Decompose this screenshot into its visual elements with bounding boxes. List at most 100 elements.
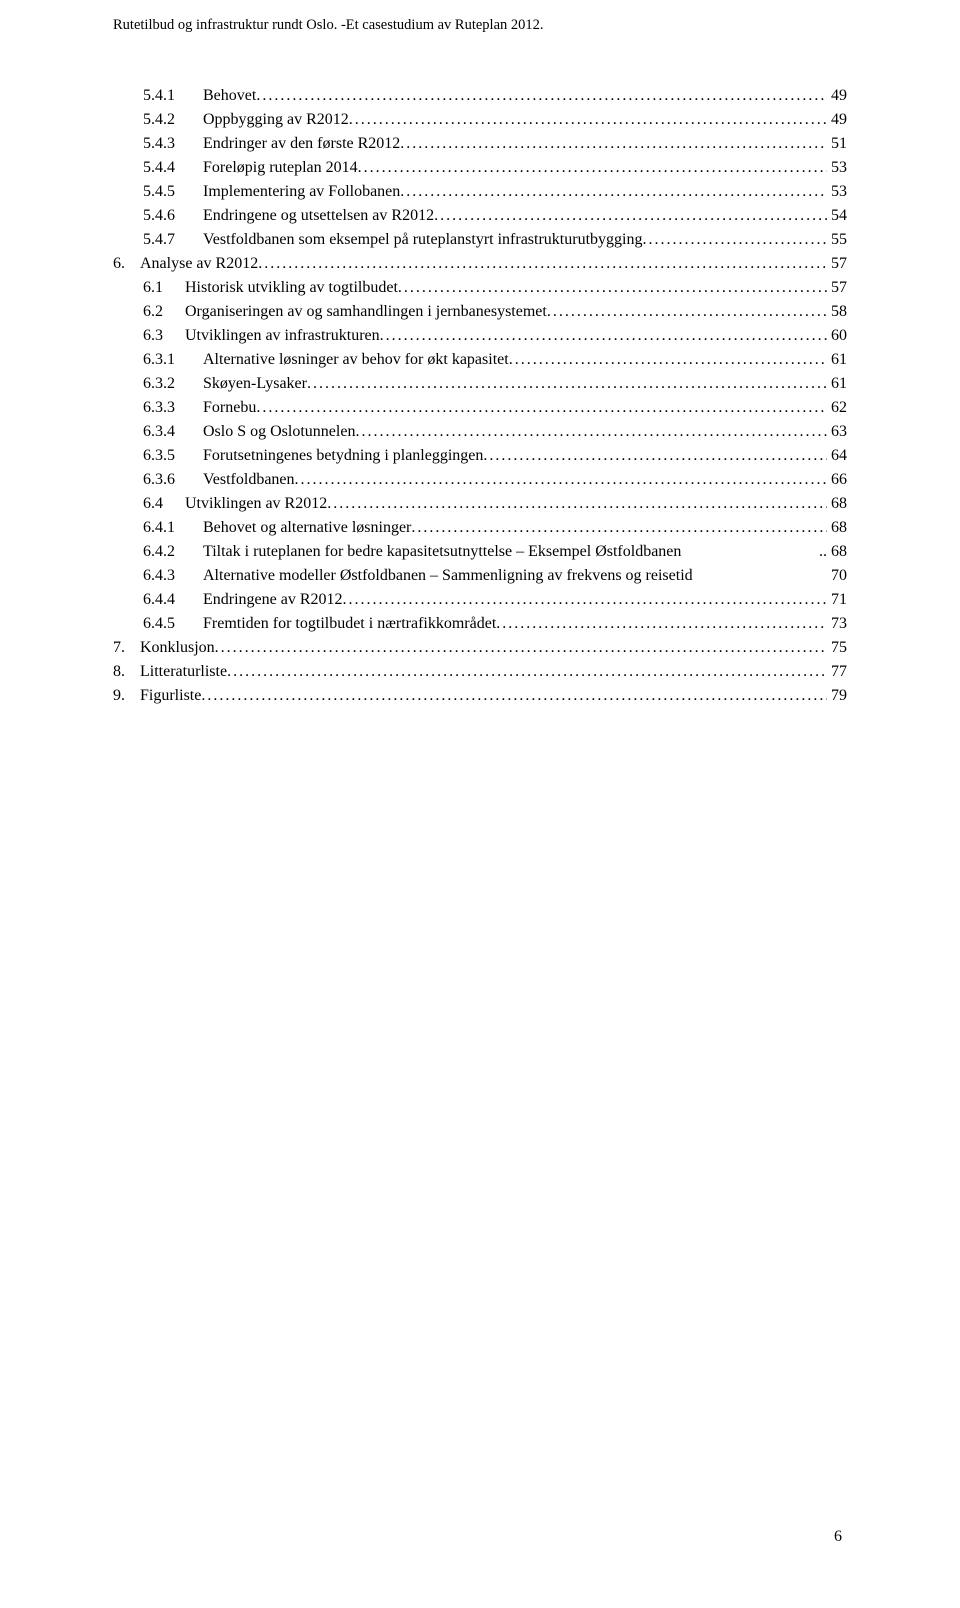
- toc-entry-page: 60: [827, 324, 847, 348]
- toc-leader-dots: ..: [819, 540, 827, 564]
- toc-entry-page: 70: [827, 564, 847, 588]
- toc-entry-label: Behovet og alternative løsninger: [203, 516, 411, 540]
- toc-entry-number: 6.: [113, 252, 140, 276]
- toc-entry-page: 57: [827, 276, 847, 300]
- toc-entry-number: 6.3.5: [143, 444, 203, 468]
- toc-entry: 7.Konklusjon75: [113, 636, 847, 660]
- toc-entry: 6.3.4Oslo S og Oslotunnelen63: [113, 420, 847, 444]
- toc-leader-dots: [411, 516, 827, 540]
- toc-leader-dots: [349, 108, 827, 132]
- toc-entry: 9.Figurliste 79: [113, 684, 847, 708]
- toc-entry: 6.4.1Behovet og alternative løsninger68: [113, 516, 847, 540]
- toc-entry-page: 64: [827, 444, 847, 468]
- toc-entry-label: Litteraturliste: [140, 660, 227, 684]
- toc-entry-page: 68: [827, 516, 847, 540]
- toc-entry-label: Implementering av Follobanen: [203, 180, 400, 204]
- toc-entry-label: Forutsetningenes betydning i planlegging…: [203, 444, 483, 468]
- toc-entry-number: 6.3.2: [143, 372, 203, 396]
- toc-entry-number: 8.: [113, 660, 140, 684]
- toc-entry: 5.4.2Oppbygging av R201249: [113, 108, 847, 132]
- toc-entry: 6.3.3Fornebu 62: [113, 396, 847, 420]
- toc-entry-number: 6.3: [143, 324, 185, 348]
- toc-entry-number: 6.3.3: [143, 396, 203, 420]
- toc-entry-page: 55: [827, 228, 847, 252]
- toc-entry-label: Fornebu: [203, 396, 256, 420]
- toc-entry-label: Konklusjon: [140, 636, 215, 660]
- toc-leader-dots: [400, 132, 827, 156]
- toc-entry: 6.3.1Alternative løsninger av behov for …: [113, 348, 847, 372]
- toc-entry-number: 6.4.4: [143, 588, 203, 612]
- toc-entry-page: 58: [827, 300, 847, 324]
- toc-entry-number: 5.4.1: [143, 84, 203, 108]
- toc-entry-label: Analyse av R2012: [140, 252, 258, 276]
- toc-entry-number: 5.4.7: [143, 228, 203, 252]
- toc-entry: 6.3.5Forutsetningenes betydning i planle…: [113, 444, 847, 468]
- toc-entry-label: Behovet: [203, 84, 256, 108]
- toc-entry-page: 68: [827, 492, 847, 516]
- toc-entry-page: 73: [827, 612, 847, 636]
- toc-entry-page: 77: [827, 660, 847, 684]
- toc-entry: 6.4.3Alternative modeller Østfoldbanen –…: [113, 564, 847, 588]
- toc-leader-dots: [227, 660, 827, 684]
- toc-entry-page: 79: [827, 684, 847, 708]
- toc-leader-dots: [434, 204, 827, 228]
- toc-entry-label: Figurliste: [140, 684, 201, 708]
- toc-entry-page: 49: [827, 84, 847, 108]
- toc-entry: 6.4.4Endringene av R201271: [113, 588, 847, 612]
- toc-entry-label: Vestfoldbanen som eksempel på ruteplanst…: [203, 228, 642, 252]
- toc-entry-label: Historisk utvikling av togtilbudet: [185, 276, 398, 300]
- toc-leader-dots: [400, 180, 827, 204]
- page-header: Rutetilbud og infrastruktur rundt Oslo. …: [113, 17, 847, 34]
- toc-leader-dots: [547, 300, 827, 324]
- toc-entry-number: 6.2: [143, 300, 185, 324]
- toc-entry-number: 6.3.4: [143, 420, 203, 444]
- toc-leader-dots: [380, 324, 827, 348]
- toc-entry: 5.4.3Endringer av den første R201251: [113, 132, 847, 156]
- toc-entry-page: 53: [827, 180, 847, 204]
- toc-leader-dots: [256, 396, 827, 420]
- toc-entry-label: Oppbygging av R2012: [203, 108, 349, 132]
- toc-entry-page: 75: [827, 636, 847, 660]
- toc-leader-dots: [483, 444, 827, 468]
- toc-entry: 5.4.7Vestfoldbanen som eksempel på rutep…: [113, 228, 847, 252]
- toc-leader-dots: [327, 492, 827, 516]
- toc-entry-label: Tiltak i ruteplanen for bedre kapasitets…: [203, 540, 681, 564]
- toc-entry-label: Alternative modeller Østfoldbanen – Samm…: [203, 564, 693, 588]
- toc-entry-label: Organiseringen av og samhandlingen i jer…: [185, 300, 547, 324]
- toc-entry-number: 9.: [113, 684, 140, 708]
- toc-entry-label: Oslo S og Oslotunnelen: [203, 420, 355, 444]
- toc-leader-dots: [256, 84, 827, 108]
- toc-leader-dots: [358, 156, 827, 180]
- toc-entry-number: 5.4.5: [143, 180, 203, 204]
- toc-entry: 6.1Historisk utvikling av togtilbudet 57: [113, 276, 847, 300]
- toc-entry-page: 68: [827, 540, 847, 564]
- toc-entry: 6.3Utviklingen av infrastrukturen60: [113, 324, 847, 348]
- toc-entry-label: Endringene og utsettelsen av R2012: [203, 204, 434, 228]
- toc-entry: 8.Litteraturliste 77: [113, 660, 847, 684]
- toc-leader-dots: [295, 468, 827, 492]
- toc-leader-dots: [215, 636, 827, 660]
- toc-entry-page: 51: [827, 132, 847, 156]
- toc-leader-dots: [201, 684, 827, 708]
- toc-entry-number: 6.1: [143, 276, 185, 300]
- toc-entry-page: 53: [827, 156, 847, 180]
- toc-entry: 6.2Organiseringen av og samhandlingen i …: [113, 300, 847, 324]
- toc-entry-number: 5.4.6: [143, 204, 203, 228]
- toc-entry: 5.4.6Endringene og utsettelsen av R2012 5…: [113, 204, 847, 228]
- table-of-contents: 5.4.1Behovet495.4.2Oppbygging av R201249…: [113, 84, 847, 708]
- toc-entry: 6.4.5Fremtiden for togtilbudet i nærtraf…: [113, 612, 847, 636]
- toc-entry-label: Endringer av den første R2012: [203, 132, 400, 156]
- toc-entry-number: 6.4.2: [143, 540, 203, 564]
- toc-entry-label: Foreløpig ruteplan 2014: [203, 156, 358, 180]
- toc-entry-label: Skøyen-Lysaker: [203, 372, 307, 396]
- toc-entry: 5.4.1Behovet 49: [113, 84, 847, 108]
- toc-entry-page: 54: [827, 204, 847, 228]
- toc-leader-dots: [398, 276, 827, 300]
- toc-entry-page: 66: [827, 468, 847, 492]
- toc-entry-page: 62: [827, 396, 847, 420]
- toc-entry-page: 49: [827, 108, 847, 132]
- toc-leader-dots: [307, 372, 827, 396]
- toc-entry-number: 6.4.3: [143, 564, 203, 588]
- toc-entry-number: 6.4: [143, 492, 185, 516]
- toc-entry: 6.4.2Tiltak i ruteplanen for bedre kapas…: [113, 540, 847, 564]
